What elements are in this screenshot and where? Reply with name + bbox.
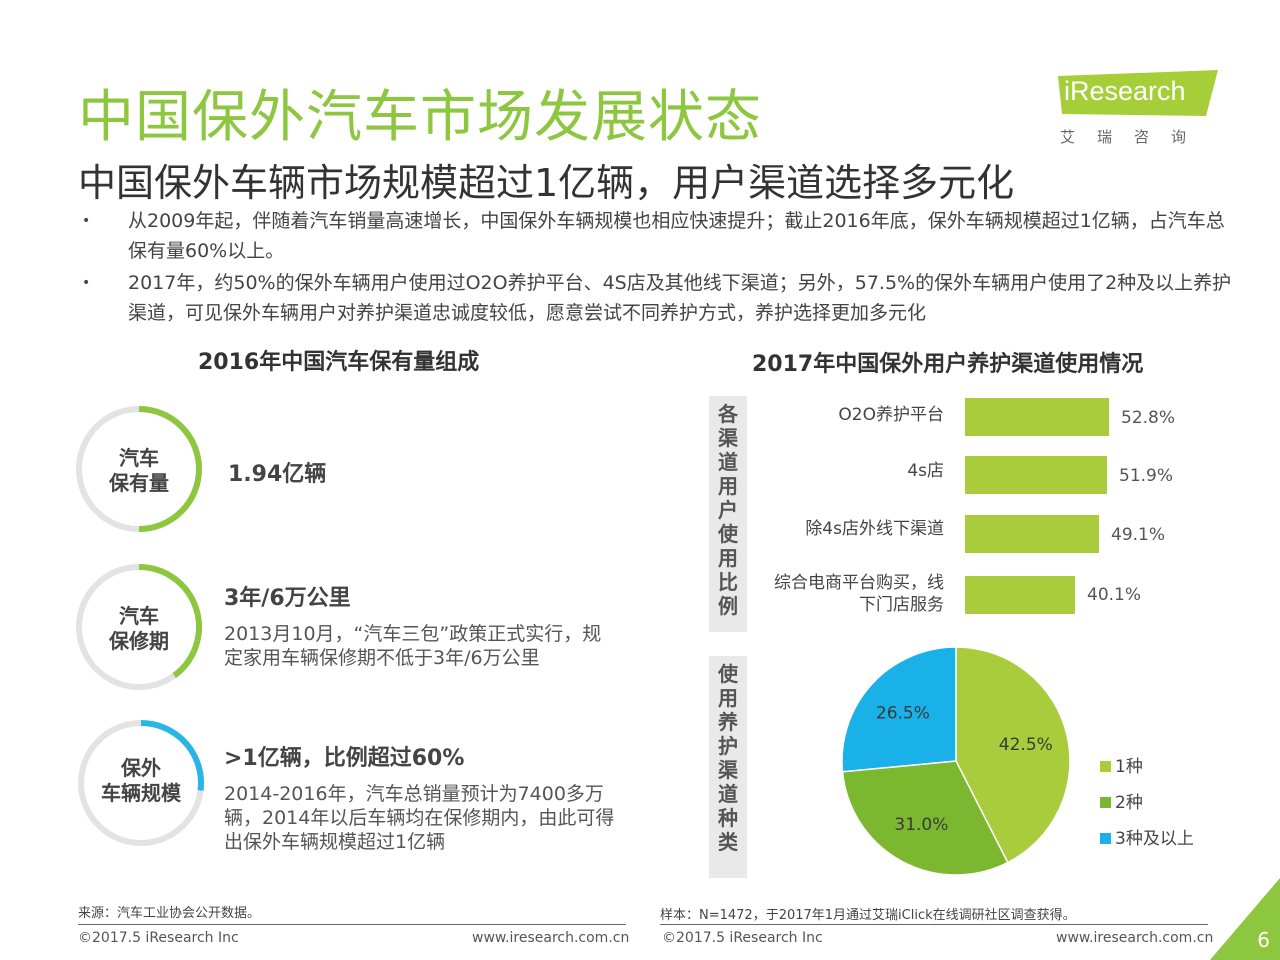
legend-item: 3种及以上 xyxy=(1100,824,1194,849)
ownership-ring-icon xyxy=(76,406,202,532)
pie-slice xyxy=(841,646,957,773)
pie-value-label: 31.0% xyxy=(894,815,948,835)
pie-side-label: 使用养护渠道种类 xyxy=(709,656,747,878)
legend-swatch-icon xyxy=(1100,761,1111,772)
legend-item: 2种 xyxy=(1100,788,1143,813)
ownership-value: 1.94亿辆 xyxy=(228,462,327,487)
bar-value-label: 51.9% xyxy=(1119,466,1174,486)
right-section-title: 2017年中国保外用户养护渠道使用情况 xyxy=(752,352,1144,377)
bullet-item: • 2017年，约50%的保外车辆用户使用过O2O养护平台、4S店及其他线下渠道… xyxy=(78,268,1238,328)
bar-o2o xyxy=(965,398,1109,436)
warranty-headline: 3年/6万公里 xyxy=(224,586,351,611)
legend-item: 1种 xyxy=(1100,752,1143,777)
legend-swatch-icon xyxy=(1100,797,1111,808)
pie-slice xyxy=(841,760,1009,876)
page-title: 中国保外汽车市场发展状态 xyxy=(78,85,762,150)
bar-category-label: 4s店 xyxy=(907,461,944,481)
website-left: www.iresearch.com.cn xyxy=(472,930,630,946)
legend-label: 1种 xyxy=(1115,757,1143,777)
out-of-warranty-ring-icon xyxy=(78,720,204,846)
website-right: www.iresearch.com.cn xyxy=(1056,930,1214,946)
bar-value-label: 52.8% xyxy=(1121,408,1176,428)
bar-category-label: 除4s店外线下渠道 xyxy=(805,519,944,539)
bar-category-label: O2O养护平台 xyxy=(838,405,944,425)
legend-label: 2种 xyxy=(1115,793,1143,813)
footer-divider-left xyxy=(78,924,626,925)
page-number: 6 xyxy=(1257,928,1270,952)
bar-4s xyxy=(965,456,1107,494)
pie-slice xyxy=(955,646,1071,864)
ring-label-out-of-warranty: 保外 车辆规模 xyxy=(101,756,181,805)
pie-value-label: 26.5% xyxy=(876,704,930,724)
warranty-ring-icon xyxy=(76,564,202,690)
bullet-dot-icon: • xyxy=(82,275,91,291)
bar-ecommerce xyxy=(965,576,1075,614)
bar-category-label: 综合电商平台购买，线下门店服务 xyxy=(774,573,944,615)
warranty-desc: 2013月10月，“汽车三包”政策正式实行，规定家用车辆保修期不低于3年/6万公… xyxy=(224,623,602,669)
out-of-warranty-headline: >1亿辆，比例超过60% xyxy=(224,746,465,771)
page-subtitle: 中国保外车辆市场规模超过1亿辆，用户渠道选择多元化 xyxy=(78,161,1015,205)
out-of-warranty-desc: 2014-2016年，汽车总销量预计为7400多万辆，2014年以后车辆均在保修… xyxy=(224,783,615,853)
bar-value-label: 49.1% xyxy=(1111,525,1166,545)
legend-label: 3种及以上 xyxy=(1115,829,1194,849)
bar-offline xyxy=(965,515,1099,553)
iresearch-logo: iResearch 艾瑞咨询 xyxy=(1058,70,1220,150)
logo-banner-icon xyxy=(1058,70,1218,116)
page-corner-icon xyxy=(1210,878,1280,960)
ring-label-ownership: 汽车 保有量 xyxy=(109,446,169,495)
bullet-text: 2017年，约50%的保外车辆用户使用过O2O养护平台、4S店及其他线下渠道；另… xyxy=(128,272,1232,324)
ring-label-warranty: 汽车 保修期 xyxy=(109,604,169,653)
legend-swatch-icon xyxy=(1100,833,1111,844)
bar-value-label: 40.1% xyxy=(1087,585,1142,605)
left-source-note: 来源：汽车工业协会公开数据。 xyxy=(78,906,261,921)
logo-text: iResearch xyxy=(1064,76,1186,106)
pie-value-label: 42.5% xyxy=(999,735,1053,755)
right-source-note: 样本：N=1472，于2017年1月通过艾瑞iClick在线调研社区调查获得。 xyxy=(660,908,1076,923)
left-section-title: 2016年中国汽车保有量组成 xyxy=(198,350,480,375)
bullet-item: • 从2009年起，伴随着汽车销量高速增长，中国保外车辆规模也相应快速提升；截止… xyxy=(78,206,1238,266)
footer-divider-right xyxy=(660,924,1208,925)
bullet-dot-icon: • xyxy=(82,213,91,229)
summary-bullets: • 从2009年起，伴随着汽车销量高速增长，中国保外车辆规模也相应快速提升；截止… xyxy=(78,206,1238,330)
bar-side-label: 各渠道用户使用比例 xyxy=(709,396,747,632)
copyright-left: ©2017.5 iResearch Inc xyxy=(78,930,239,946)
bullet-text: 从2009年起，伴随着汽车销量高速增长，中国保外车辆规模也相应快速提升；截止20… xyxy=(128,210,1225,262)
logo-cn: 艾瑞咨询 xyxy=(1060,128,1209,146)
channel-count-pie: 42.5% 31.0% 26.5% xyxy=(841,646,1071,876)
copyright-right: ©2017.5 iResearch Inc xyxy=(662,930,823,946)
